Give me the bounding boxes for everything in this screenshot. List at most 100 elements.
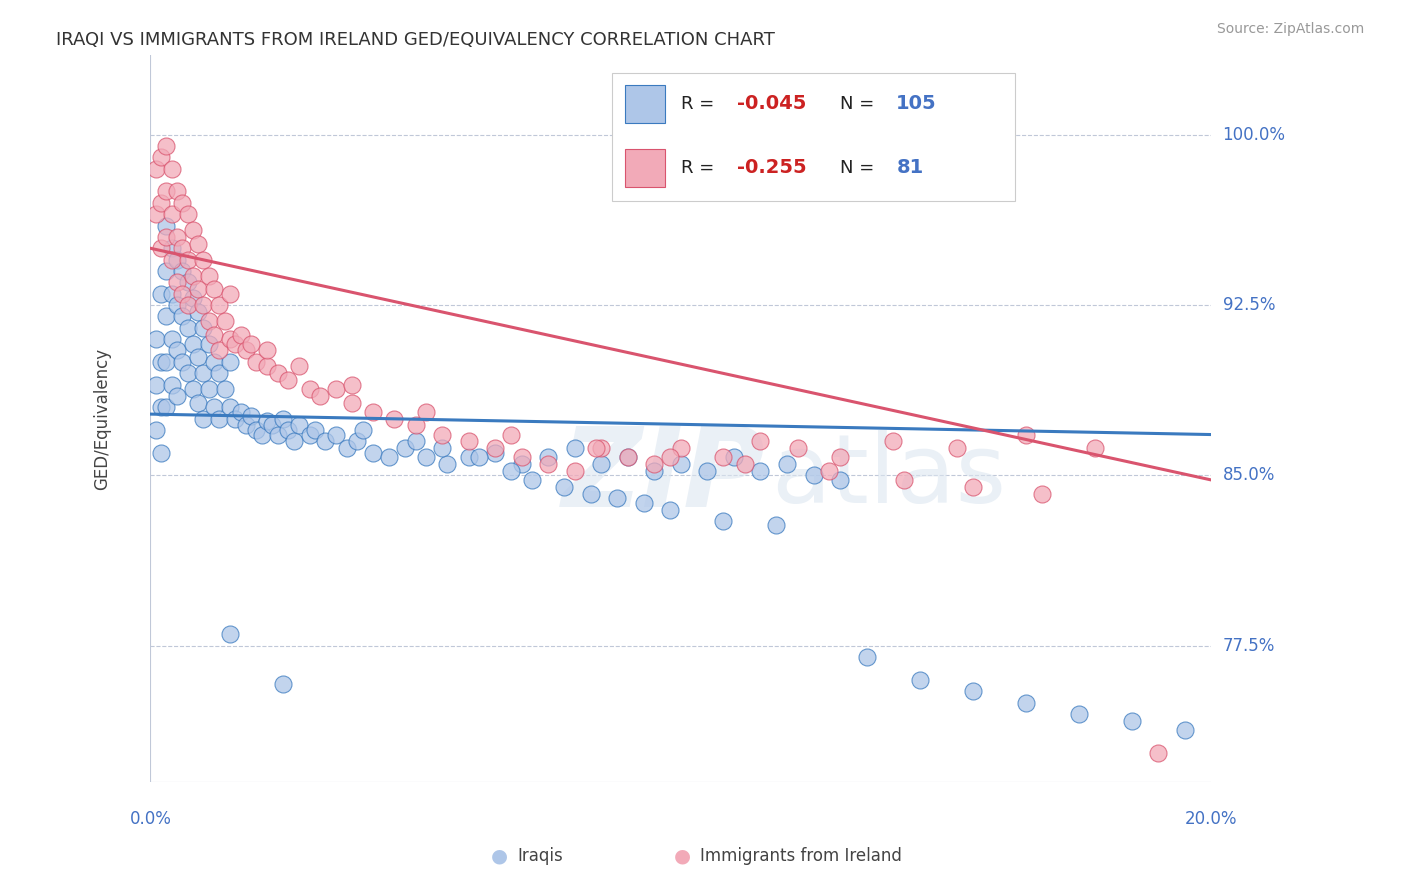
Point: [176, 207, 198, 221]
Point: [240, 336, 263, 351]
Point: [430, 441, 453, 455]
Point: [214, 314, 236, 328]
Point: [145, 423, 167, 437]
Point: [430, 427, 453, 442]
FancyBboxPatch shape: [624, 149, 665, 186]
Point: [277, 373, 299, 387]
Point: [484, 446, 506, 460]
Point: [591, 457, 613, 471]
Point: [172, 310, 194, 324]
Text: 100.0%: 100.0%: [1223, 126, 1285, 144]
Point: [160, 377, 183, 392]
Text: 77.5%: 77.5%: [1223, 637, 1275, 655]
Point: [484, 441, 506, 455]
Point: [176, 276, 198, 290]
Point: [193, 252, 215, 267]
Point: [288, 359, 311, 374]
Point: [522, 473, 544, 487]
Point: [149, 446, 172, 460]
Point: [155, 185, 177, 199]
Point: [155, 264, 177, 278]
Point: [1084, 441, 1107, 455]
Point: [197, 336, 219, 351]
Point: [176, 298, 198, 312]
Point: [256, 359, 278, 374]
Point: [1031, 486, 1053, 500]
Point: [803, 468, 825, 483]
Point: [208, 298, 231, 312]
Text: R =: R =: [681, 95, 720, 113]
Point: [202, 401, 225, 415]
Point: [208, 343, 231, 358]
Point: [394, 441, 416, 455]
Point: [160, 161, 183, 176]
Point: [145, 207, 167, 221]
Point: [591, 441, 613, 455]
Point: [606, 491, 628, 505]
Point: [893, 473, 915, 487]
Point: [224, 336, 246, 351]
Point: [1015, 696, 1038, 710]
Point: [219, 627, 242, 641]
Point: [711, 514, 734, 528]
Point: [346, 434, 368, 449]
Point: [166, 230, 188, 244]
Point: [155, 219, 177, 233]
Point: [181, 336, 204, 351]
Point: [283, 434, 305, 449]
Point: [361, 405, 384, 419]
Text: IRAQI VS IMMIGRANTS FROM IRELAND GED/EQUIVALENCY CORRELATION CHART: IRAQI VS IMMIGRANTS FROM IRELAND GED/EQU…: [56, 31, 775, 49]
Point: [564, 441, 586, 455]
Point: [298, 427, 321, 442]
Text: ZIP: ZIP: [562, 424, 766, 531]
Point: [187, 351, 209, 365]
Point: [172, 264, 194, 278]
Point: [361, 446, 384, 460]
Point: [304, 423, 326, 437]
Point: [564, 464, 586, 478]
Point: [945, 441, 967, 455]
Point: [193, 411, 215, 425]
Point: [229, 405, 252, 419]
Point: [340, 377, 363, 392]
Point: [208, 366, 231, 380]
Point: [202, 327, 225, 342]
Point: [501, 464, 523, 478]
Point: [197, 314, 219, 328]
Point: [187, 236, 209, 251]
Point: [245, 423, 267, 437]
FancyBboxPatch shape: [612, 73, 1015, 201]
Point: [314, 434, 336, 449]
Point: [145, 161, 167, 176]
Text: atlas: atlas: [770, 430, 1007, 524]
Point: [202, 355, 225, 369]
Point: [643, 464, 665, 478]
Point: [219, 286, 242, 301]
Text: 81: 81: [896, 158, 924, 178]
Point: [828, 473, 851, 487]
Point: [749, 464, 772, 478]
Point: [224, 411, 246, 425]
Point: [149, 286, 172, 301]
Text: 105: 105: [896, 95, 936, 113]
Point: [176, 252, 198, 267]
Point: [208, 411, 231, 425]
Point: [176, 320, 198, 334]
Point: [219, 355, 242, 369]
Point: [405, 418, 427, 433]
Point: [384, 411, 406, 425]
Point: [267, 366, 290, 380]
Point: [277, 423, 299, 437]
Point: [378, 450, 401, 465]
Text: 92.5%: 92.5%: [1223, 296, 1275, 314]
Point: [193, 366, 215, 380]
Point: [187, 305, 209, 319]
Text: Immigrants from Ireland: Immigrants from Ireland: [700, 847, 903, 865]
Point: [176, 366, 198, 380]
Point: [149, 241, 172, 255]
Text: -0.045: -0.045: [737, 95, 807, 113]
Point: [193, 320, 215, 334]
Point: [267, 427, 290, 442]
Point: [711, 450, 734, 465]
Point: [468, 450, 491, 465]
